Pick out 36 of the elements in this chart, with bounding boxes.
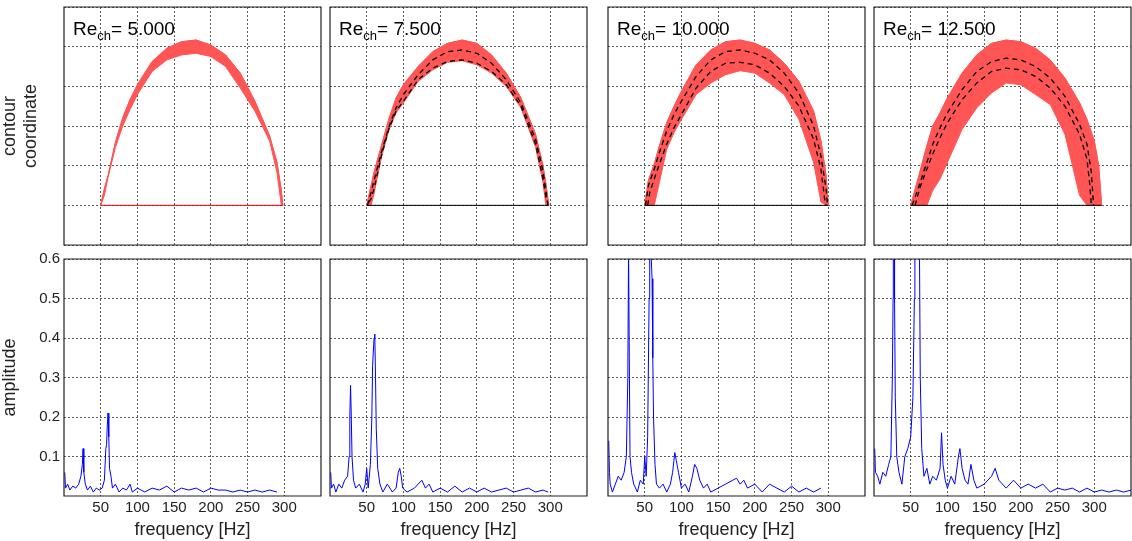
x-tick-label: 300 bbox=[537, 498, 563, 516]
x-tick-label: 50 bbox=[636, 498, 654, 516]
x-tick-label: 50 bbox=[902, 498, 920, 516]
x-tick-label: 100 bbox=[668, 498, 694, 516]
x-tick-label: 250 bbox=[779, 498, 805, 516]
x-tick-label: 50 bbox=[92, 498, 110, 516]
x-tick-label: 250 bbox=[235, 498, 261, 516]
y-tick-label: 0.6 bbox=[39, 249, 60, 267]
x-tick-label: 200 bbox=[464, 498, 490, 516]
x-tick-label: 300 bbox=[815, 498, 841, 516]
x-tick-label: 250 bbox=[1045, 498, 1071, 516]
y-tick-label: 0.5 bbox=[39, 288, 60, 306]
x-axis-title: frequency [Hz] bbox=[944, 519, 1061, 540]
x-tick-label: 100 bbox=[390, 498, 416, 516]
x-tick-label: 300 bbox=[1081, 498, 1107, 516]
y-axis-title: amplitude bbox=[0, 338, 20, 417]
x-tick-label: 100 bbox=[124, 498, 150, 516]
x-tick-label: 150 bbox=[705, 498, 731, 516]
x-tick-label: 200 bbox=[198, 498, 224, 516]
x-tick-label: 150 bbox=[971, 498, 997, 516]
x-tick-label: 200 bbox=[742, 498, 768, 516]
x-tick-label: 300 bbox=[271, 498, 297, 516]
x-tick-label: 200 bbox=[1008, 498, 1034, 516]
y-tick-label: 0.1 bbox=[39, 446, 60, 464]
y-tick-label: 0.2 bbox=[39, 407, 60, 425]
x-tick-label: 150 bbox=[427, 498, 453, 516]
x-tick-label: 50 bbox=[358, 498, 376, 516]
y-axis-title: contour coordinate bbox=[0, 83, 41, 169]
x-axis-title: frequency [Hz] bbox=[678, 519, 795, 540]
x-axis-title: frequency [Hz] bbox=[400, 519, 517, 540]
y-tick-label: 0.3 bbox=[39, 367, 60, 385]
x-axis-title: frequency [Hz] bbox=[134, 519, 251, 540]
x-tick-label: 250 bbox=[501, 498, 527, 516]
x-tick-label: 150 bbox=[161, 498, 187, 516]
x-tick-label: 100 bbox=[934, 498, 960, 516]
y-tick-label: 0.4 bbox=[39, 328, 60, 346]
